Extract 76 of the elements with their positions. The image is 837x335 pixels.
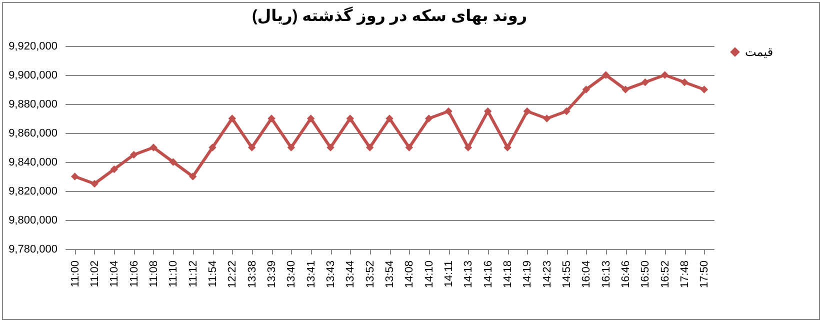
x-tick-label: 13:54 (384, 260, 396, 288)
x-tick-label: 17:48 (679, 260, 691, 288)
x-tick-label: 12:22 (226, 260, 239, 288)
x-tick-label: 13:52 (364, 260, 376, 288)
point (346, 114, 354, 122)
point (130, 150, 138, 159)
point (169, 158, 178, 166)
y-tick-label: 9,860,000 (8, 128, 58, 140)
x-tick-label: 16:50 (640, 260, 652, 288)
x-tick-label: 16:04 (580, 260, 593, 288)
x-tick-label: 16:13 (600, 260, 612, 288)
point (90, 180, 98, 188)
x-tick-label: 14:19 (522, 260, 534, 288)
x-tick-label: 14:08 (404, 260, 416, 288)
x-tick-label: 14:23 (541, 260, 554, 288)
point (248, 144, 256, 152)
point (700, 86, 708, 94)
x-tick-label: 14:18 (502, 260, 514, 288)
point (680, 78, 688, 86)
point (660, 71, 669, 79)
x-tick-label: 13:38 (246, 260, 258, 288)
point (562, 107, 570, 116)
x-tick-label: 14:13 (462, 260, 475, 288)
point (70, 172, 79, 180)
point (641, 78, 650, 86)
y-tick-label: 9,780,000 (8, 244, 58, 256)
y-tick-label: 9,880,000 (8, 98, 58, 110)
x-tick-label: 11:02 (89, 260, 101, 288)
x-tick-label: 11:10 (168, 260, 180, 288)
point (464, 144, 472, 152)
point (542, 114, 551, 122)
point (484, 107, 492, 116)
point (228, 114, 236, 122)
x-tick-label: 13:43 (325, 260, 337, 288)
chart-title: روند بهای سکه در روز گذشته (ریال) (252, 6, 528, 25)
point (366, 144, 374, 152)
point (150, 144, 158, 152)
x-tick-label: 14:10 (423, 260, 436, 288)
x-tick-label: 11:12 (187, 260, 200, 288)
point (287, 144, 296, 152)
x-tick-label: 14:16 (482, 260, 494, 288)
point (386, 114, 394, 122)
point (268, 114, 276, 122)
x-tick-label: 17:50 (698, 260, 711, 288)
point (424, 114, 433, 122)
x-tick-label: 11:04 (108, 260, 121, 288)
y-tick-label: 9,920,000 (8, 40, 58, 52)
x-tick-label: 14:55 (561, 260, 573, 288)
point (602, 71, 610, 79)
point (306, 114, 315, 122)
x-tick-label: 13:41 (305, 260, 318, 288)
x-tick-label: 13:44 (344, 260, 357, 288)
legend-label: قیمت (745, 45, 774, 59)
point (582, 86, 590, 94)
y-tick-label: 9,820,000 (8, 186, 58, 198)
point (208, 144, 216, 152)
x-tick-label: 11:54 (207, 260, 219, 288)
x-tick-label: 13:39 (266, 260, 278, 288)
point (326, 144, 334, 152)
x-tick-label: 13:40 (286, 260, 298, 288)
point (622, 86, 630, 94)
y-tick-label: 9,800,000 (8, 214, 58, 226)
x-tick-label: 14:11 (443, 260, 455, 288)
point (405, 144, 414, 152)
point (188, 172, 197, 180)
x-tick-label: 11:06 (128, 260, 140, 288)
point (110, 165, 118, 174)
x-tick-label: 16:46 (620, 260, 632, 288)
point (523, 107, 532, 116)
x-tick-label: 16:52 (659, 260, 672, 288)
point (504, 144, 512, 152)
x-tick-label: 11:08 (148, 260, 160, 288)
x-tick-label: 11:00 (69, 260, 82, 288)
y-tick-label: 9,900,000 (8, 70, 58, 82)
point (444, 107, 452, 116)
y-tick-label: 9,840,000 (8, 156, 58, 168)
